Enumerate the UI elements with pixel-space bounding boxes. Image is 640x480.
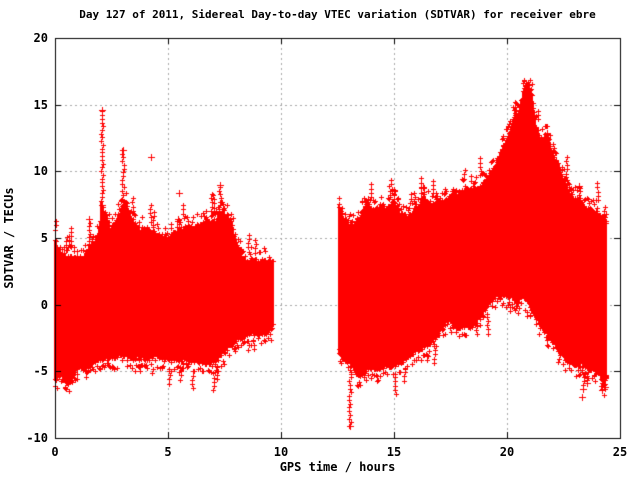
y-tick-label: 15 <box>33 97 48 112</box>
y-tick-label: 10 <box>33 164 48 179</box>
x-tick-label: 0 <box>51 445 59 459</box>
x-tick-label: 20 <box>499 445 515 459</box>
x-axis-label: GPS time / hours <box>279 460 396 474</box>
y-tick-label: 20 <box>33 31 48 45</box>
y-tick-label: -5 <box>33 364 48 379</box>
y-tick-label: -10 <box>26 431 48 445</box>
x-tick-label: 5 <box>164 445 172 459</box>
chart-title: Day 127 of 2011, Sidereal Day-to-day VTE… <box>79 8 596 21</box>
y-tick-label: 5 <box>40 231 48 245</box>
x-tick-label: 10 <box>273 445 289 459</box>
x-tick-label: 25 <box>612 445 628 459</box>
x-tick-label: 15 <box>386 445 402 459</box>
y-tick-label: 0 <box>40 297 48 312</box>
